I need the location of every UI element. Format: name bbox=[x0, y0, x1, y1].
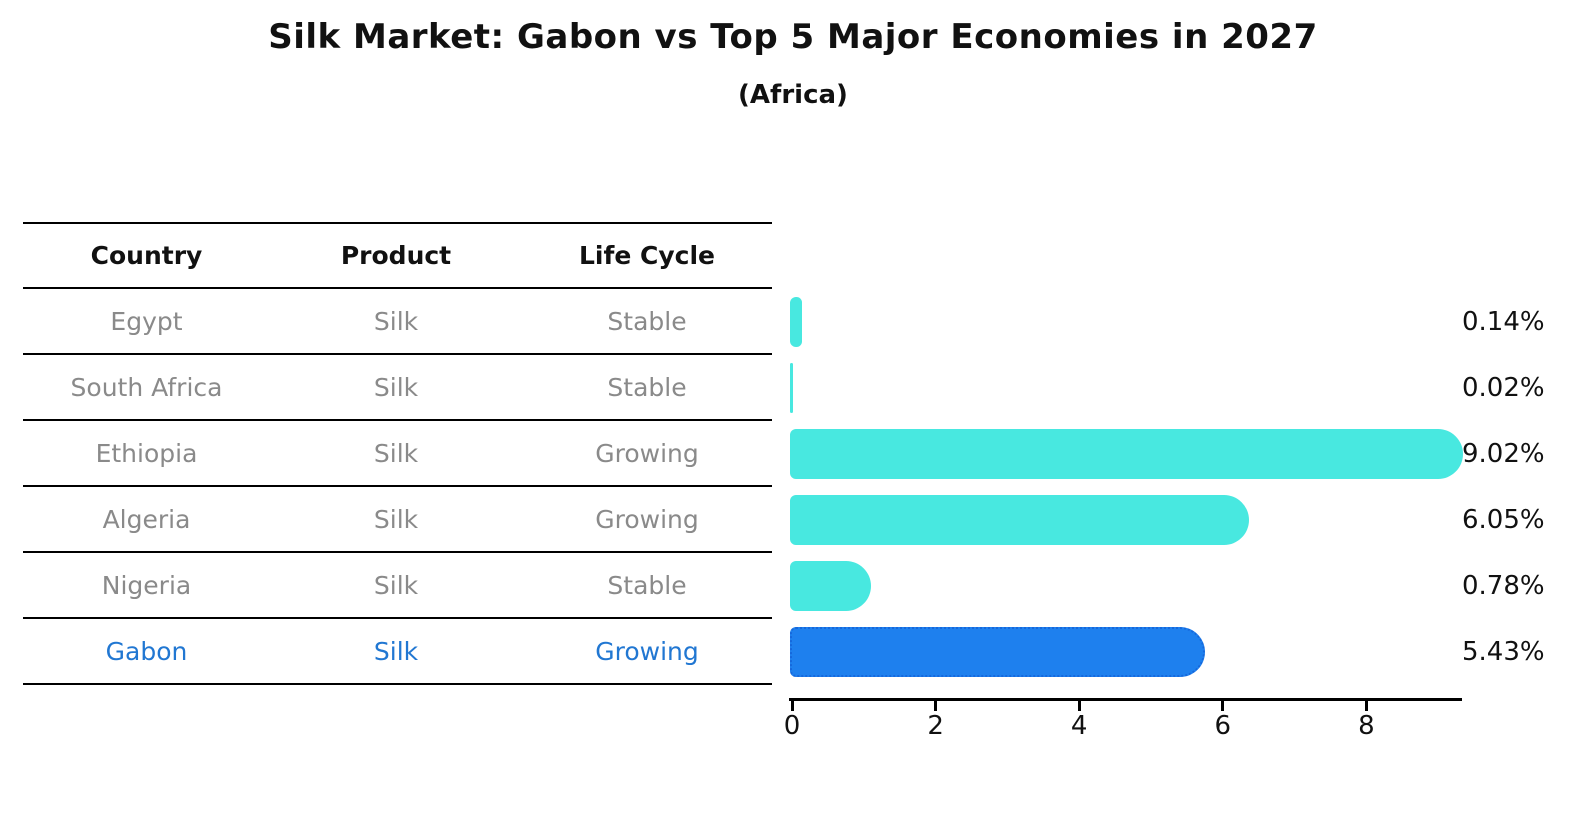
value-label-egypt: 0.14% bbox=[1462, 307, 1545, 337]
value-label-south-africa: 0.02% bbox=[1462, 373, 1545, 403]
cell-product: Silk bbox=[373, 372, 419, 402]
value-label-gabon: 5.43% bbox=[1462, 637, 1545, 667]
x-tick-mark-2 bbox=[934, 701, 938, 711]
cell-product: Silk bbox=[373, 306, 419, 336]
x-tick-mark-6 bbox=[1221, 701, 1225, 711]
cell-lifecycle: Growing bbox=[595, 504, 699, 534]
value-label-nigeria: 0.78% bbox=[1462, 571, 1545, 601]
cell-country: South Africa bbox=[70, 372, 223, 402]
column-header-lifecycle: Life Cycle bbox=[578, 241, 716, 270]
cell-lifecycle: Growing bbox=[595, 438, 699, 468]
cell-product: Silk bbox=[373, 438, 419, 468]
chart-title: Silk Market: Gabon vs Top 5 Major Econom… bbox=[268, 17, 1318, 57]
bar-algeria bbox=[790, 495, 1250, 545]
bar-egypt bbox=[790, 297, 803, 347]
table-row: Egypt Silk Stable bbox=[23, 289, 772, 355]
table-row: Nigeria Silk Stable bbox=[23, 553, 772, 619]
value-label-algeria: 6.05% bbox=[1462, 505, 1545, 535]
x-tick-label-8: 8 bbox=[1358, 711, 1375, 741]
bar-ethiopia bbox=[790, 429, 1463, 479]
table-rows: Egypt Silk Stable South Africa Silk Stab… bbox=[23, 289, 772, 685]
x-axis-line bbox=[789, 698, 1462, 701]
cell-lifecycle: Stable bbox=[607, 306, 687, 336]
cell-country: Egypt bbox=[110, 306, 183, 336]
country-table: Country Product Life Cycle Egypt Silk St… bbox=[23, 222, 772, 685]
cell-lifecycle: Growing bbox=[595, 636, 699, 666]
x-tick-label-6: 6 bbox=[1214, 711, 1232, 741]
cell-country: Ethiopia bbox=[95, 438, 198, 468]
cell-product: Silk bbox=[373, 570, 419, 600]
column-header-product: Product bbox=[340, 241, 452, 270]
x-tick-label-2: 2 bbox=[927, 711, 944, 741]
cell-product: Silk bbox=[373, 504, 419, 534]
bar-nigeria bbox=[790, 561, 871, 611]
chart-subtitle: (Africa) bbox=[738, 80, 848, 110]
cell-country: Algeria bbox=[102, 504, 191, 534]
x-tick-label-4: 4 bbox=[1070, 711, 1088, 741]
cell-lifecycle: Stable bbox=[607, 372, 687, 402]
cell-country: Nigeria bbox=[101, 570, 192, 600]
value-label-ethiopia: 9.02% bbox=[1462, 439, 1545, 469]
bar-gabon bbox=[790, 627, 1205, 677]
table-row: Gabon Silk Growing bbox=[23, 619, 772, 685]
table-row: Ethiopia Silk Growing bbox=[23, 421, 772, 487]
bar-south-africa bbox=[790, 363, 793, 413]
cell-country: Gabon bbox=[105, 636, 188, 666]
table-header-row: Country Product Life Cycle bbox=[23, 222, 772, 289]
cell-product: Silk bbox=[373, 636, 419, 666]
x-tick-label-0: 0 bbox=[783, 711, 801, 741]
x-tick-mark-8 bbox=[1364, 701, 1368, 711]
table-row: Algeria Silk Growing bbox=[23, 487, 772, 553]
x-tick-mark-0 bbox=[790, 701, 794, 711]
table-row: South Africa Silk Stable bbox=[23, 355, 772, 421]
column-header-country: Country bbox=[90, 241, 203, 270]
cell-lifecycle: Stable bbox=[607, 570, 687, 600]
x-tick-mark-4 bbox=[1077, 701, 1081, 711]
